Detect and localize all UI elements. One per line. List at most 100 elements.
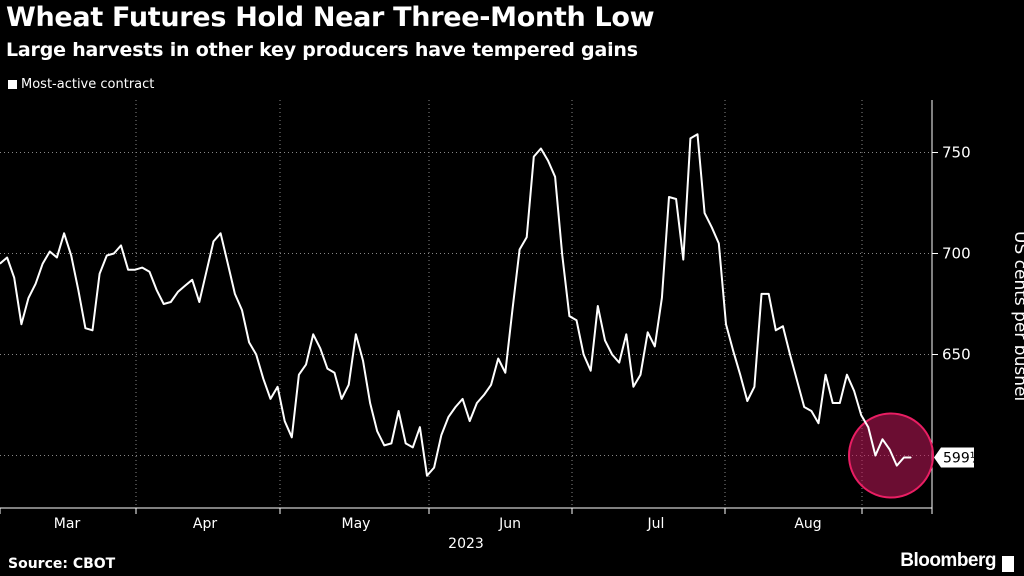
data-point <box>718 242 720 245</box>
series-line <box>0 133 911 477</box>
last-value-callout <box>934 447 974 468</box>
data-point <box>198 301 200 303</box>
data-point <box>526 236 528 238</box>
data-point <box>305 363 307 366</box>
data-point <box>654 345 656 348</box>
data-point <box>348 384 350 386</box>
data-point <box>170 301 172 303</box>
data-point <box>753 386 756 388</box>
data-point <box>63 232 65 234</box>
data-point <box>163 303 165 305</box>
data-point <box>0 263 1 265</box>
data-point <box>775 329 777 331</box>
data-point <box>291 436 293 438</box>
data-point <box>597 305 599 307</box>
data-point <box>547 159 549 162</box>
data-point <box>27 297 30 299</box>
data-point <box>70 254 72 257</box>
data-point <box>746 400 748 402</box>
data-point <box>839 402 841 404</box>
data-point <box>518 248 521 251</box>
data-point <box>867 426 869 428</box>
x-tick-label: Jun <box>498 516 521 532</box>
data-point <box>910 456 912 459</box>
data-point <box>99 273 101 275</box>
legend-swatch <box>8 80 17 89</box>
data-point <box>796 380 798 382</box>
data-point <box>284 420 286 422</box>
data-point <box>177 291 179 293</box>
data-point <box>390 442 393 444</box>
data-point <box>333 372 336 374</box>
data-point <box>803 406 805 408</box>
data-point <box>148 271 151 273</box>
data-point <box>326 368 328 370</box>
data-point <box>141 267 143 269</box>
data-point <box>881 438 884 440</box>
data-point <box>647 331 649 333</box>
data-point <box>725 323 727 325</box>
data-point <box>454 406 457 408</box>
data-point <box>675 198 677 200</box>
data-point <box>490 384 492 386</box>
data-point <box>106 254 108 257</box>
legend-label: Most-active contract <box>21 77 155 92</box>
data-point <box>440 434 442 436</box>
data-point <box>383 444 385 446</box>
x-tick-label: Jul <box>647 516 665 532</box>
data-point <box>903 456 905 459</box>
data-point <box>113 252 115 255</box>
chart-title: Wheat Futures Hold Near Three-Month Low <box>6 2 655 33</box>
data-point <box>262 378 264 380</box>
data-point <box>896 464 898 467</box>
data-point <box>540 147 542 150</box>
data-point <box>120 244 122 247</box>
data-point <box>298 374 300 376</box>
data-point <box>860 414 862 416</box>
data-point <box>397 410 400 412</box>
data-point <box>639 374 642 376</box>
data-point <box>817 422 820 424</box>
data-point <box>810 410 812 412</box>
data-point <box>568 315 570 317</box>
data-point <box>227 263 229 265</box>
data-point <box>768 293 770 295</box>
data-point <box>782 325 784 327</box>
data-point <box>590 370 592 372</box>
data-point <box>483 394 485 396</box>
data-point <box>554 176 556 178</box>
data-point <box>668 196 670 198</box>
data-point <box>255 353 257 356</box>
data-point <box>497 357 499 360</box>
data-point <box>355 333 357 335</box>
data-point <box>184 285 186 287</box>
x-tick-label: Apr <box>193 516 217 532</box>
data-point <box>604 339 606 341</box>
data-point <box>625 333 627 335</box>
data-point <box>661 297 663 299</box>
y-tick-label: 700 <box>942 245 971 263</box>
x-tick-label: May <box>342 516 371 532</box>
y-axis-label: US cents per bushel <box>1010 230 1024 402</box>
data-point <box>760 293 763 295</box>
x-axis-label: 2023 <box>448 536 484 552</box>
data-point <box>711 226 713 228</box>
data-point <box>127 269 129 271</box>
data-point <box>362 359 364 362</box>
data-point <box>220 232 222 234</box>
data-point <box>462 398 464 400</box>
data-point <box>732 349 734 352</box>
data-point <box>739 374 741 376</box>
data-point <box>426 475 428 477</box>
data-point <box>874 454 877 457</box>
data-point <box>504 372 506 374</box>
data-point <box>248 341 250 343</box>
data-point <box>269 398 272 400</box>
y-tick-label: 650 <box>942 345 971 363</box>
data-point <box>447 416 449 418</box>
data-point <box>405 442 407 444</box>
data-point <box>611 353 613 356</box>
data-point <box>77 289 79 291</box>
data-point <box>853 390 855 392</box>
